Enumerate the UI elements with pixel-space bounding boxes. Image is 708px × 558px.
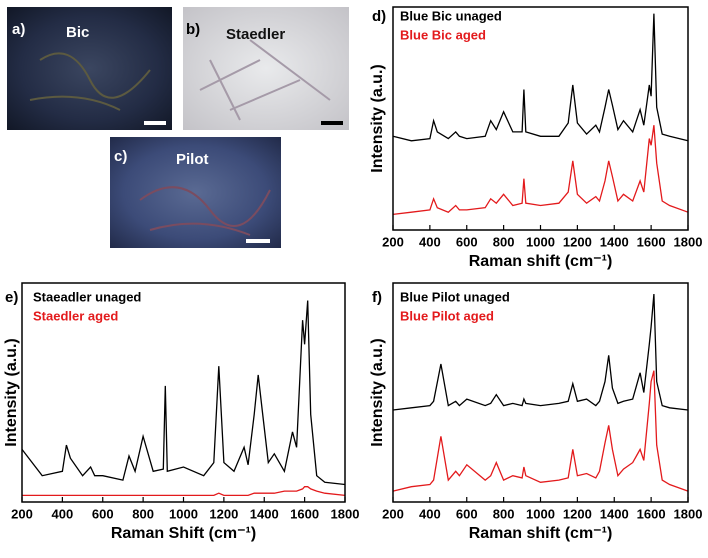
- micrograph-a: a) Bic: [7, 7, 172, 130]
- x-axis-label: Raman shift (cm⁻¹): [469, 525, 613, 542]
- x-tick-label: 1200: [563, 234, 592, 249]
- x-tick-label: 1200: [563, 506, 592, 521]
- x-tick-label: 1600: [290, 506, 319, 521]
- panel-label: a): [12, 21, 25, 38]
- x-tick-label: 200: [382, 234, 404, 249]
- micrograph-c: c) Pilot: [110, 137, 281, 248]
- x-tick-label: 600: [456, 234, 478, 249]
- texture: [139, 186, 271, 236]
- texture: [29, 52, 151, 111]
- legend-entry: Blue Pilot unaged: [400, 289, 510, 304]
- spectrum-line: [392, 13, 689, 142]
- x-tick-label: 1800: [331, 506, 360, 521]
- x-tick-label: 400: [52, 506, 74, 521]
- x-tick-label: 400: [419, 234, 441, 249]
- panel-label: d): [372, 8, 386, 25]
- legend-entry: Blue Bic aged: [400, 27, 486, 42]
- image-title: Bic: [66, 24, 89, 41]
- x-tick-label: 600: [92, 506, 114, 521]
- x-tick-label: 600: [456, 506, 478, 521]
- x-tick-label: 1800: [674, 234, 703, 249]
- x-tick-label: 800: [132, 506, 154, 521]
- panel-label: f): [372, 289, 382, 306]
- x-tick-label: 1000: [526, 506, 555, 521]
- x-tick-label: 400: [419, 506, 441, 521]
- micrograph-b: b) Staedler: [183, 7, 349, 130]
- texture: [199, 39, 331, 121]
- spectrum-line: [392, 293, 689, 411]
- spectrum-line: [392, 125, 689, 216]
- x-tick-label: 1600: [637, 234, 666, 249]
- spectrum-line: [392, 370, 689, 492]
- panel-label: b): [186, 21, 200, 38]
- image: [183, 7, 349, 130]
- legend-entry: Staedler aged: [33, 308, 118, 323]
- x-tick-label: 800: [493, 234, 515, 249]
- y-axis-label: Intensity (a.u.): [3, 338, 20, 446]
- image: [110, 137, 281, 248]
- x-tick-label: 200: [11, 506, 33, 521]
- y-axis-label: Intensity (a.u.): [369, 338, 386, 446]
- x-tick-label: 1400: [250, 506, 279, 521]
- legend-entry: Staeadler unaged: [33, 289, 141, 304]
- x-tick-label: 1400: [600, 234, 629, 249]
- scale-bar: [321, 121, 343, 125]
- x-tick-label: 1200: [209, 506, 238, 521]
- legend-entry: Blue Pilot aged: [400, 308, 494, 323]
- panel-label: c): [114, 148, 127, 165]
- x-tick-label: 800: [493, 506, 515, 521]
- x-axis-label: Raman Shift (cm⁻¹): [111, 525, 256, 542]
- x-tick-label: 1600: [637, 506, 666, 521]
- image: [7, 7, 172, 130]
- spectrum-line: [22, 486, 346, 497]
- panel-label: e): [5, 289, 18, 306]
- x-tick-label: 1800: [674, 506, 703, 521]
- x-tick-label: 1000: [169, 506, 198, 521]
- image-title: Staedler: [226, 26, 285, 43]
- x-tick-label: 1000: [526, 234, 555, 249]
- y-axis-label: Intensity (a.u.): [369, 64, 386, 172]
- legend-entry: Blue Bic unaged: [400, 8, 502, 23]
- spectrum-line: [21, 300, 346, 486]
- scale-bar: [144, 121, 166, 125]
- x-axis-label: Raman shift (cm⁻¹): [469, 253, 613, 270]
- image-title: Pilot: [176, 151, 209, 168]
- x-tick-label: 200: [382, 506, 404, 521]
- x-tick-label: 1400: [600, 506, 629, 521]
- scale-bar: [246, 239, 270, 243]
